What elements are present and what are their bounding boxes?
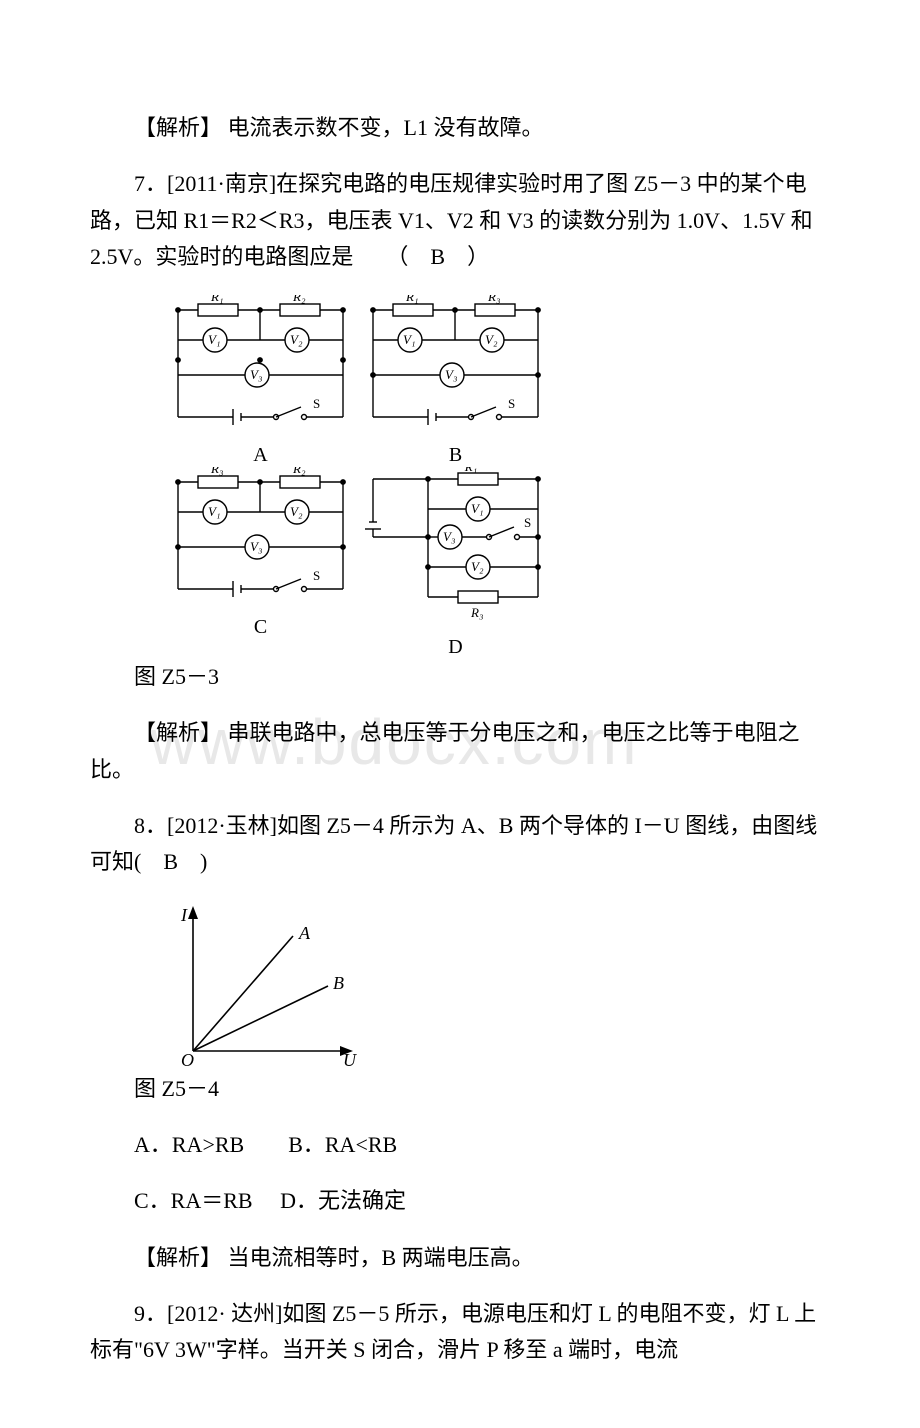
analysis-8: 【解析】 当电流相等时，B 两端电压高。: [90, 1240, 830, 1276]
x-axis-label: U: [343, 1050, 357, 1070]
v2-label: V₂: [290, 332, 303, 347]
r3-label: R₃: [487, 295, 500, 304]
label-a: A: [253, 444, 267, 467]
fig-z5-4-caption: 图 Z5－4: [90, 1071, 830, 1107]
series-b-label: B: [333, 973, 344, 993]
v2-label: V₂: [471, 559, 484, 574]
circuit-figure-row1: R₁ R₂ V₁ V₂ V₃ S A: [163, 295, 830, 467]
q8-options-cd: C．RA＝RB D．无法确定: [90, 1183, 830, 1219]
label-d: D: [448, 636, 462, 659]
origin-label: O: [181, 1050, 194, 1070]
switch-label: S: [508, 396, 515, 411]
fig-z5-3-caption: 图 Z5－3: [90, 659, 830, 695]
circuit-a: R₁ R₂ V₁ V₂ V₃ S A: [163, 295, 358, 467]
analysis-7: 【解析】 串联电路中，总电压等于分电压之和，电压之比等于电阻之比。: [90, 715, 830, 788]
series-a-label: A: [298, 923, 311, 943]
v1-label: V₁: [471, 501, 483, 516]
v3-label: V₃: [445, 367, 457, 382]
r1-label: R₁: [210, 295, 223, 304]
r2-label: R₂: [292, 467, 306, 476]
r3-label: R₃: [210, 467, 223, 476]
label-c: C: [254, 616, 267, 639]
label-b: B: [449, 444, 462, 467]
question-8: 8．[2012·玉林]如图 Z5－4 所示为 A、B 两个导体的 I－U 图线，…: [90, 808, 830, 881]
v2-label: V₂: [485, 332, 498, 347]
v2-label: V₂: [290, 504, 303, 519]
switch-label: S: [313, 396, 320, 411]
switch-label: S: [524, 515, 531, 530]
y-axis-label: I: [180, 905, 188, 925]
question-7: 7．[2011·南京]在探究电路的电压规律实验时用了图 Z5－3 中的某个电路，…: [90, 166, 830, 275]
switch-label: S: [313, 568, 320, 583]
circuit-b: R₁ R₃ V₁ V₂ V₃ S B: [358, 295, 553, 467]
v1-label: V₁: [208, 504, 220, 519]
r1-label: R₁: [464, 467, 477, 474]
v1-label: V₁: [403, 332, 415, 347]
r3-label: R₃: [470, 605, 483, 620]
analysis-6: 【解析】 电流表示数不变，L1 没有故障。: [90, 110, 830, 146]
circuit-figure-row2: R₃ R₂ V₁ V₂ V₃ S C: [163, 467, 830, 659]
v3-label: V₃: [443, 529, 455, 544]
r2-label: R₂: [292, 295, 306, 304]
circuit-c: R₃ R₂ V₁ V₂ V₃ S C: [163, 467, 358, 659]
v1-label: V₁: [208, 332, 220, 347]
r1-label: R₁: [405, 295, 418, 304]
v3-label: V₃: [250, 367, 262, 382]
iu-graph: I U O A B: [163, 901, 830, 1071]
circuit-d: R₁ V₁ V₃ V₂ R₃ S D: [358, 467, 553, 659]
question-9: 9．[2012· 达州]如图 Z5－5 所示，电源电压和灯 L 的电阻不变，灯 …: [90, 1296, 830, 1369]
v3-label: V₃: [250, 539, 262, 554]
q8-options-ab: A．RA>RB B．RA<RB: [90, 1127, 830, 1163]
